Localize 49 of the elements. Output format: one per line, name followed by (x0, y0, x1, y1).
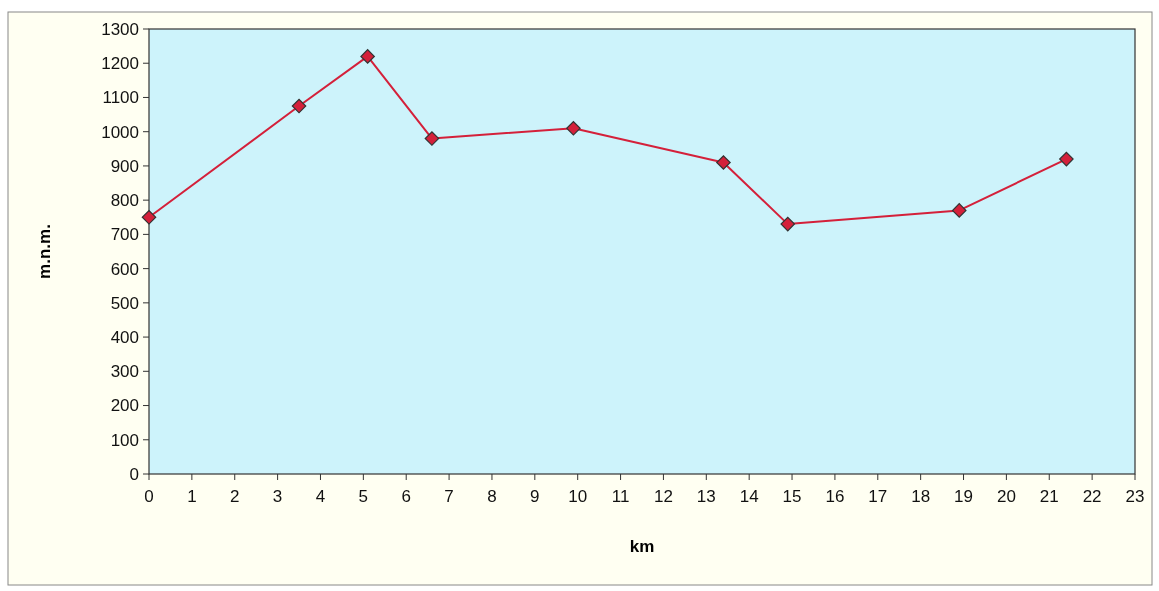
x-tick-label: 7 (444, 487, 454, 506)
x-tick-label: 14 (739, 487, 759, 506)
x-tick-label: 6 (401, 487, 411, 506)
x-tick-label: 15 (782, 487, 802, 506)
y-tick-label: 800 (110, 191, 139, 211)
y-tick-label: 400 (110, 328, 139, 348)
y-tick-label: 1200 (101, 54, 139, 74)
x-tick-label: 3 (272, 487, 283, 506)
x-tick-label: 8 (487, 487, 497, 506)
y-tick-label: 900 (110, 156, 139, 176)
point (566, 120, 581, 136)
x-tick-label: 5 (358, 487, 369, 506)
x-tick-label: 2 (230, 487, 240, 506)
y-tick-label: 500 (110, 293, 139, 313)
y-tick-label: 1100 (102, 88, 139, 108)
x-tick-label: 16 (825, 487, 845, 506)
x-tick-label: 4 (315, 487, 326, 506)
y-tick-label: 300 (110, 362, 139, 382)
y-tick-label: 600 (110, 259, 139, 279)
x-tick-label: 1 (187, 487, 197, 506)
y-tick-label: 700 (110, 225, 139, 245)
x-tick-label: 19 (954, 487, 973, 506)
x-tick-label: 17 (868, 487, 888, 506)
y-axis-title: m.n.m. (35, 224, 54, 279)
point (141, 209, 157, 225)
y-tick-label: 0 (129, 464, 139, 484)
x-tick-label: 23 (1125, 487, 1145, 506)
y-tick-label: 200 (110, 396, 139, 416)
x-tick-label: 10 (568, 487, 588, 506)
x-tick-label: 11 (611, 487, 630, 506)
x-tick-label: 20 (996, 487, 1016, 506)
x-tick-label: 12 (653, 487, 673, 506)
x-tick-label: 0 (144, 487, 154, 506)
y-tick-label: 100 (110, 430, 139, 450)
point (1059, 151, 1074, 167)
y-tick-label: 1300 (101, 19, 139, 39)
y-tick-label: 1000 (101, 122, 139, 142)
x-tick-label: 13 (696, 487, 716, 506)
x-tick-label: 22 (1082, 487, 1102, 506)
x-axis-title: km (629, 537, 655, 556)
point (951, 203, 967, 218)
point (360, 49, 375, 64)
x-tick-label: 9 (530, 487, 540, 506)
x-tick-label: 18 (911, 487, 931, 506)
x-tick-label: 21 (1039, 487, 1059, 506)
point (424, 131, 440, 146)
point (291, 98, 307, 114)
point (716, 155, 731, 170)
point (780, 216, 796, 232)
